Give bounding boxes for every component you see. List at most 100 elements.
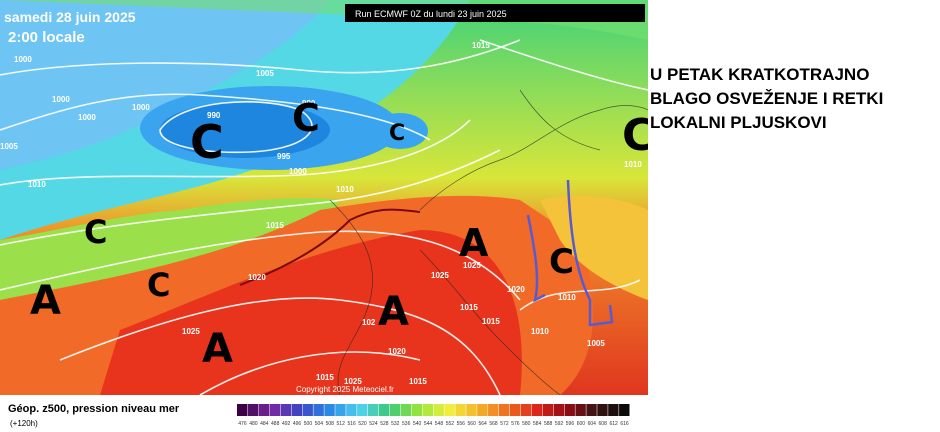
scale-label: 588	[544, 421, 553, 427]
scale-label: 476	[238, 421, 247, 427]
isobar-label: 1015	[472, 41, 490, 50]
isobar-label: 1010	[28, 180, 46, 189]
isobars	[0, 39, 648, 395]
scale-label: 584	[533, 421, 542, 427]
hand-arrows	[526, 179, 614, 327]
scale-swatch	[411, 404, 423, 416]
scale-swatch	[575, 404, 586, 416]
scale-label: 524	[369, 421, 378, 427]
scale-swatch	[477, 404, 488, 416]
isobar-label: 1005	[0, 142, 18, 151]
scale-swatch	[400, 404, 412, 416]
isobar-label: 1000	[52, 95, 70, 104]
scale-label: 540	[413, 421, 422, 427]
isobar-label: 1005	[256, 69, 274, 78]
scale-swatch	[237, 404, 248, 416]
isobar-label: 995	[277, 152, 291, 161]
scale-label: 608	[599, 421, 608, 427]
low-center: C	[549, 242, 574, 282]
scale-label: 492	[282, 421, 291, 427]
isobar-label: 1005	[587, 339, 605, 348]
scale-swatch	[619, 404, 630, 416]
scale-label: 616	[620, 421, 629, 427]
scale-swatch	[346, 404, 357, 416]
scale-label: 592	[555, 421, 564, 427]
high-center: A	[202, 326, 233, 372]
scale-label: 600	[577, 421, 586, 427]
field-label: Géop. z500, pression niveau mer	[8, 403, 180, 415]
date: samedi 28 juin 2025	[4, 9, 136, 25]
scale-swatch	[553, 404, 564, 416]
color-scale: 476 480 484 488 492 496 500 504 508 512 516 520 524 5…	[237, 404, 630, 427]
scale-label: 548	[435, 421, 444, 427]
scale-swatch	[378, 404, 390, 416]
scale-label: 604	[588, 421, 597, 427]
scale-swatch	[302, 404, 313, 416]
isobar-label: 1015	[316, 373, 334, 382]
isobar-label: 1020	[248, 273, 266, 282]
scale-swatch	[520, 404, 532, 416]
low-center: C	[622, 110, 654, 161]
isobar-label: 1000	[78, 113, 96, 122]
scale-swatch	[499, 404, 510, 416]
scale-label: 528	[380, 421, 389, 427]
scale-swatch	[608, 404, 619, 416]
map: 1000 1005 1000 1000 1000 990 990 995 100…	[0, 0, 654, 395]
scale-swatch	[422, 404, 433, 416]
isobar-label: 1010	[624, 160, 642, 169]
scale-swatch	[258, 404, 270, 416]
scale-label: 512	[337, 421, 346, 427]
scale-label: 508	[326, 421, 335, 427]
scale-label: 576	[511, 421, 520, 427]
isobar-label: 1010	[558, 293, 576, 302]
isobar-label: 1020	[388, 347, 406, 356]
scale-label: 520	[358, 421, 367, 427]
isobar-label: 1025	[431, 271, 449, 280]
scale-swatch	[531, 404, 543, 416]
scale-swatch	[444, 404, 455, 416]
scale-swatch	[597, 404, 608, 416]
isobar-label: 1015	[482, 317, 500, 326]
scale-swatch	[247, 404, 259, 416]
scale-label: 484	[260, 421, 269, 427]
low-center: C	[147, 266, 170, 304]
scale-swatch	[357, 404, 368, 416]
scale-label: 560	[468, 421, 477, 427]
high-center: A	[30, 278, 61, 324]
time: 2:00 locale	[8, 29, 85, 46]
scale-label: 564	[478, 421, 487, 427]
headline: U PETAK KRATKOTRAJNO	[650, 65, 869, 84]
scale-swatch	[280, 404, 292, 416]
high-center: A	[459, 221, 489, 265]
scale-label: 552	[446, 421, 455, 427]
scale-swatch	[466, 404, 477, 416]
isobar-label: 1015	[266, 221, 284, 230]
coastlines	[329, 89, 648, 395]
low-center: C	[84, 213, 107, 251]
scale-label: 500	[304, 421, 313, 427]
isobar-label: 1015	[460, 303, 478, 312]
isobar-label: 102	[362, 318, 376, 327]
isobar-label: 1000	[14, 55, 32, 64]
isobar-label: 1025	[182, 327, 200, 336]
scale-label: 556	[457, 421, 466, 427]
scale-label: 612	[609, 421, 618, 427]
scale-swatch	[509, 404, 521, 416]
scale-swatch	[542, 404, 554, 416]
low-center: C	[292, 96, 320, 140]
isobar-label: 1015	[409, 377, 427, 386]
run-box	[345, 4, 645, 22]
scale-swatch	[564, 404, 575, 416]
high-center: A	[378, 289, 409, 335]
scale-swatch	[269, 404, 281, 416]
isobar-label: 1020	[507, 285, 525, 294]
scale-label: 536	[402, 421, 411, 427]
scale-swatch	[488, 404, 499, 416]
scale-label: 532	[391, 421, 400, 427]
scale-label: 496	[293, 421, 302, 427]
lead-time: (+120h)	[10, 419, 38, 428]
scale-label: 488	[271, 421, 280, 427]
low-center: C	[389, 121, 405, 146]
copyright: Copyright 2025 Meteociel.fr	[296, 385, 394, 394]
